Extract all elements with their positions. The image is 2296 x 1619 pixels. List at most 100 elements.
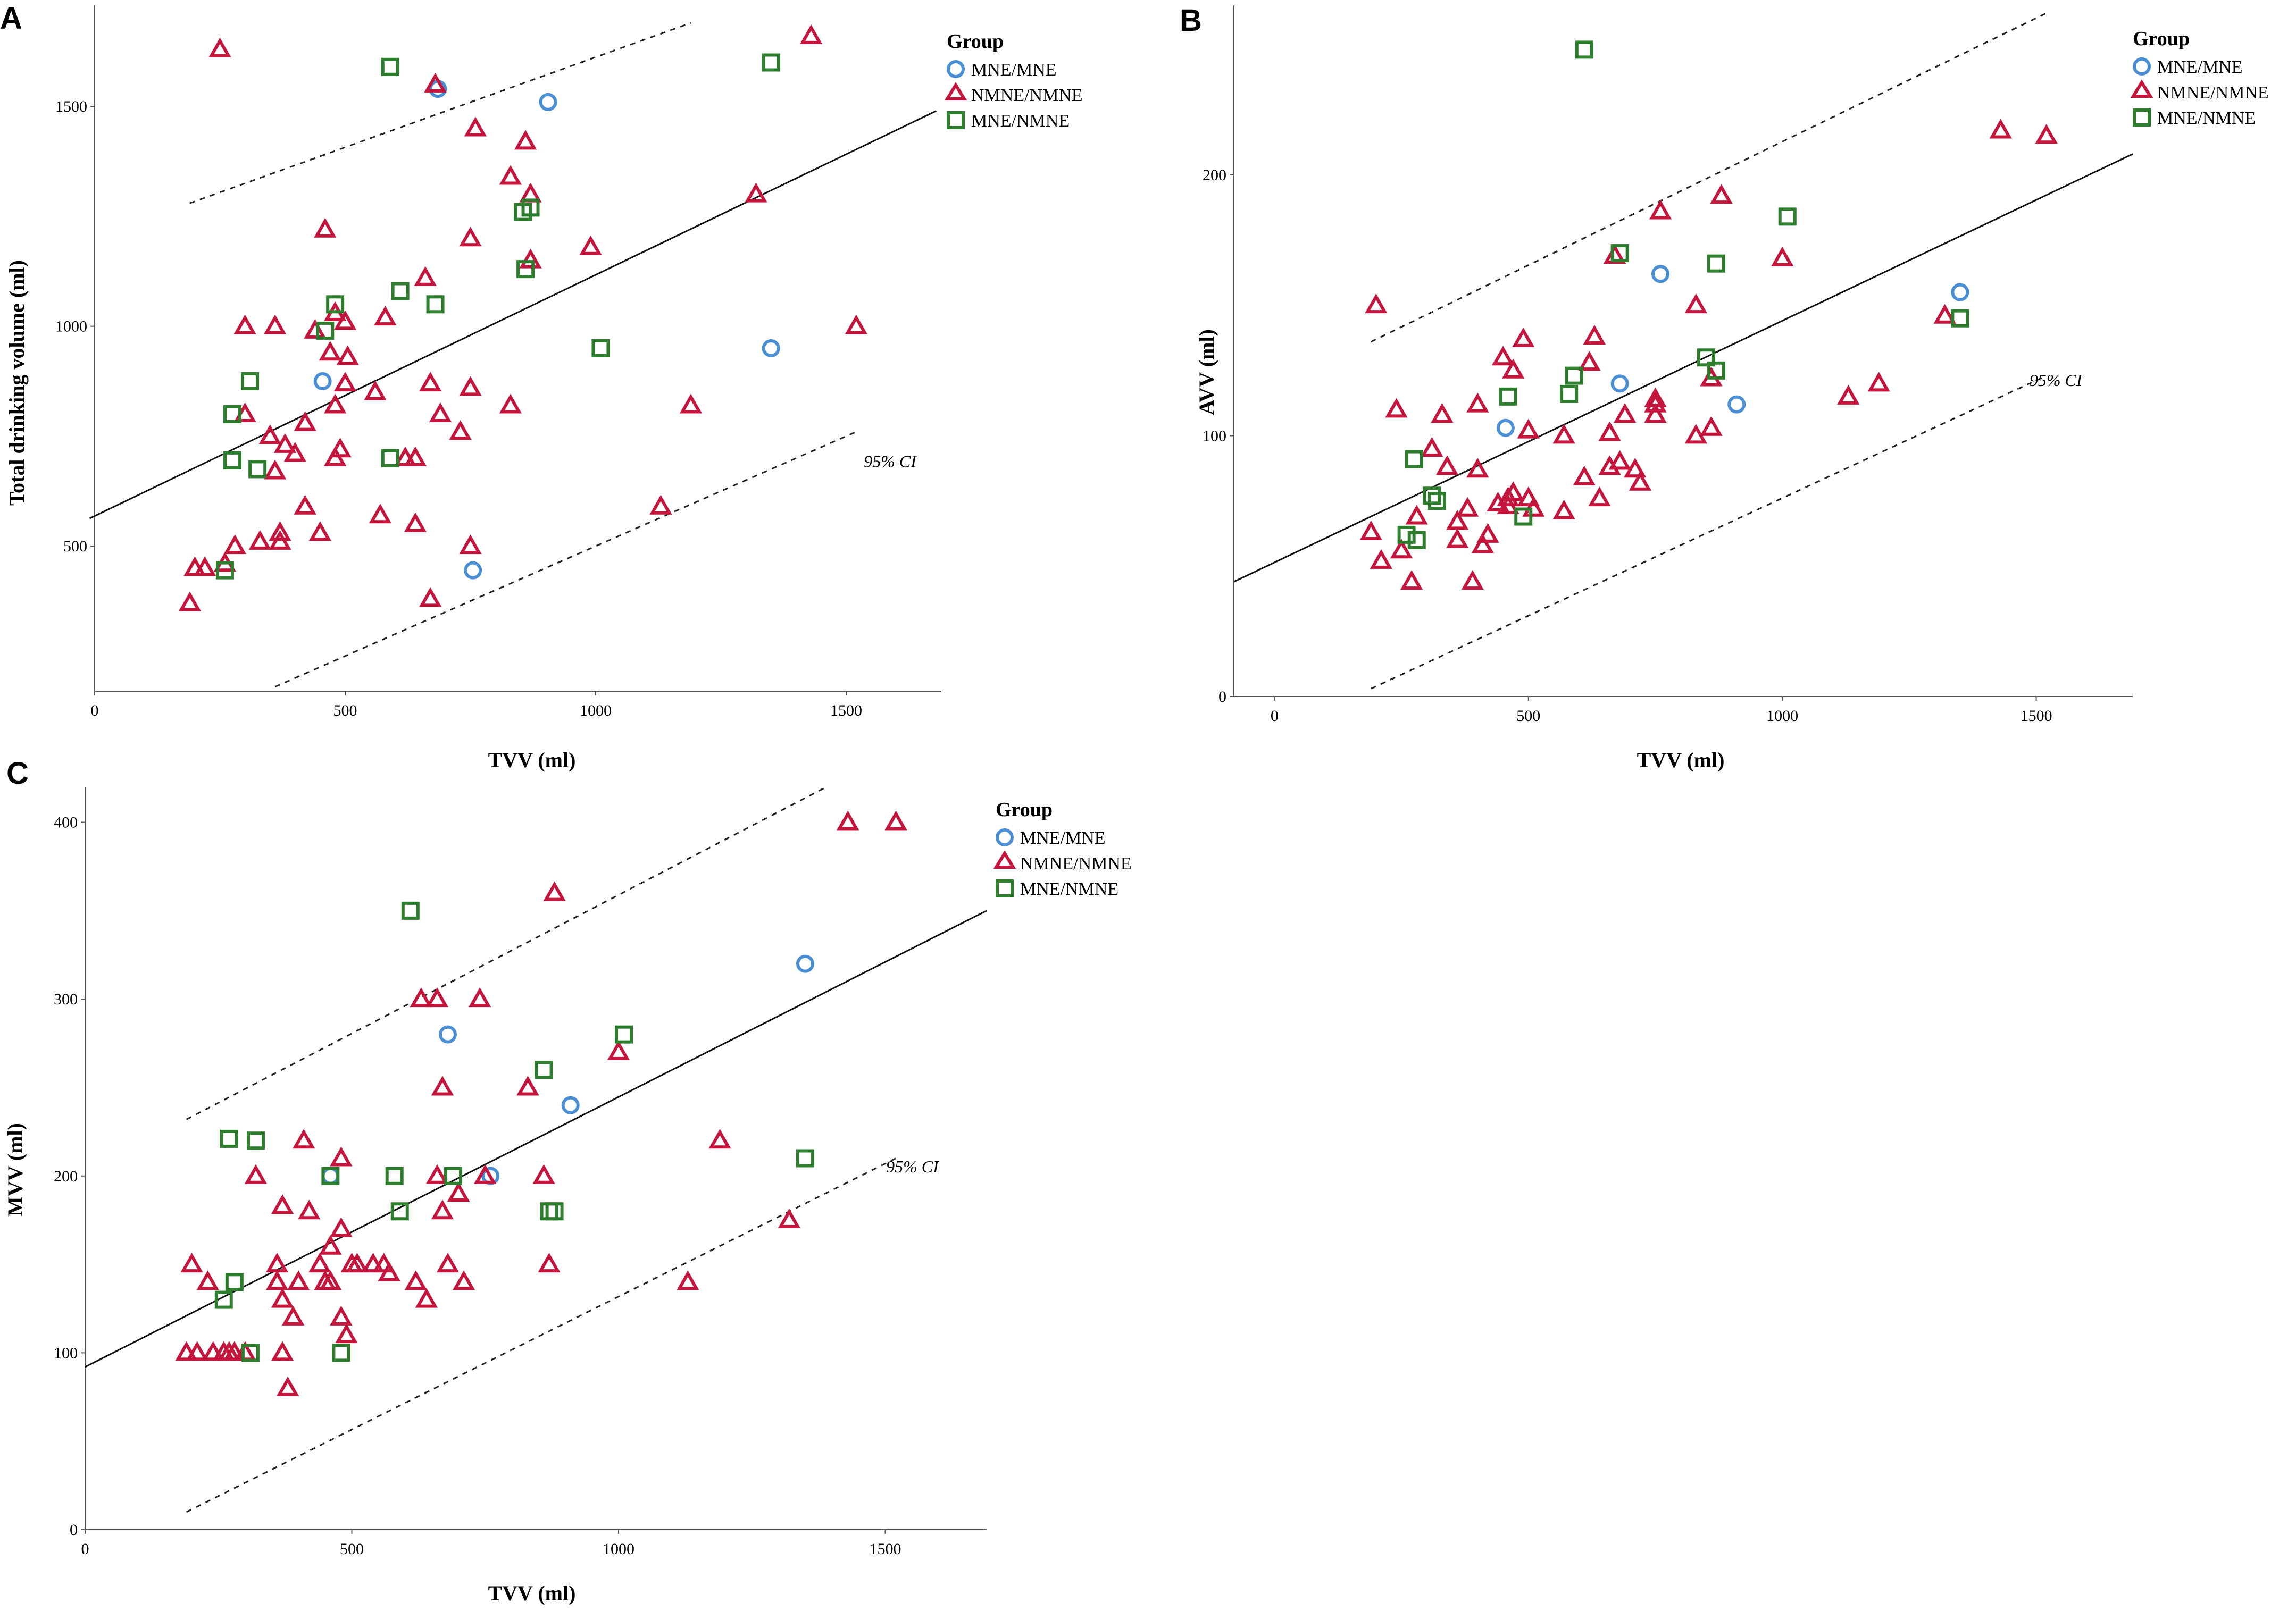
data-point-nmne-nmne: [532, 1164, 555, 1184]
panel-b-x-axis-title: TVV (ml): [1637, 748, 1725, 772]
y-tick-label: 200: [1203, 166, 1226, 184]
data-point-nmne-nmne: [1400, 570, 1423, 590]
data-point-nmne-nmne: [263, 459, 287, 480]
panel-b-plot-area: 0 500 1000 1500 0 100 200 95% CI: [1203, 5, 2133, 725]
data-point-nmne-nmne: [519, 248, 542, 269]
data-point-nmne-nmne: [362, 1253, 385, 1273]
data-point-nmne-nmne: [1578, 351, 1601, 371]
y-tick-label: 300: [54, 991, 78, 1008]
legend-square-icon: [996, 879, 1014, 897]
data-point-nmne-nmne: [308, 521, 332, 541]
data-point-mne-nmne: [762, 53, 780, 72]
data-point-nmne-nmne: [404, 1270, 428, 1290]
data-point-nmne-nmne: [499, 393, 522, 414]
data-point-nmne-nmne: [419, 587, 442, 607]
data-point-mne-nmne: [1405, 450, 1423, 468]
data-point-nmne-nmne: [180, 1253, 203, 1273]
data-point-nmne-nmne: [1644, 387, 1667, 407]
data-point-nmne-nmne: [1644, 392, 1667, 413]
x-tick-label: 1000: [580, 702, 612, 719]
data-point-mne-nmne: [1575, 40, 1593, 59]
y-tick-label: 0: [1218, 688, 1226, 706]
data-point-nmne-nmne: [1608, 450, 1631, 470]
data-point-nmne-nmne: [1684, 293, 1708, 314]
data-point-nmne-nmne: [1710, 184, 1733, 204]
data-point-nmne-nmne: [276, 1376, 299, 1396]
data-point-nmne-nmne: [319, 1235, 342, 1255]
data-point-nmne-nmne: [474, 1164, 497, 1184]
data-point-nmne-nmne: [271, 1288, 294, 1308]
x-tick-label: 1500: [2021, 707, 2052, 725]
data-point-nmne-nmne: [649, 494, 672, 515]
data-point-nmne-nmne: [745, 182, 767, 203]
data-point-nmne-nmne: [414, 266, 437, 286]
data-point-nmne-nmne: [330, 1217, 353, 1237]
legend-circle-icon: [947, 60, 965, 78]
data-point-nmne-nmne: [415, 1288, 438, 1308]
panel-b-legend-label: NMNE/NMNE: [2157, 83, 2269, 103]
data-point-mne-nmne: [545, 1202, 564, 1221]
data-point-nmne-nmne: [1435, 455, 1459, 475]
data-point-nmne-nmne: [208, 37, 231, 57]
data-point-nmne-nmne: [543, 881, 566, 901]
data-point-mne-nmne: [1514, 507, 1533, 526]
panel-a-y-axis-title: Total drinking volume (ml): [5, 260, 29, 506]
y-tick-label: 0: [70, 1521, 78, 1539]
data-point-nmne-nmne: [425, 1164, 449, 1184]
data-point-mne-nmne: [381, 449, 399, 467]
data-point-nmne-nmne: [459, 227, 482, 247]
data-point-nmne-nmne: [233, 314, 256, 334]
panel-c-legend-item-mne-mne: MNE/MNE: [996, 828, 1106, 848]
data-point-nmne-nmne: [202, 1341, 224, 1361]
data-point-nmne-nmne: [314, 217, 337, 238]
panel-b-y-axis-title: AVV (ml): [1195, 329, 1218, 415]
data-point-mne-nmne: [332, 1344, 350, 1362]
legend-triangle-icon: [993, 850, 1016, 869]
data-point-nmne-nmne: [1583, 324, 1606, 345]
panel-a-x-axis-title: TVV (ml): [488, 748, 576, 772]
data-point-nmne-nmne: [369, 504, 392, 524]
data-point-nmne-nmne: [1512, 327, 1535, 347]
data-point-nmne-nmne: [183, 556, 206, 576]
data-point-mne-nmne: [1560, 384, 1579, 403]
data-point-mne-mne: [464, 561, 482, 580]
x-tick-label: 1500: [830, 702, 862, 719]
data-point-mne-mne: [1651, 265, 1670, 283]
data-point-nmne-nmne: [223, 534, 246, 555]
data-point-nmne-nmne: [459, 376, 482, 396]
data-point-nmne-nmne: [1517, 486, 1540, 507]
data-point-mne-nmne: [246, 1131, 265, 1150]
panel-c-legend-label: MNE/NMNE: [1020, 879, 1118, 899]
data-point-nmne-nmne: [1456, 497, 1479, 517]
panel-b-legend-title: Group: [2133, 28, 2190, 50]
y-tick-label: 200: [54, 1168, 78, 1185]
panel-b-legend-item-nmne-nmne: NMNE/NMNE: [2130, 79, 2269, 103]
data-point-nmne-nmne: [1370, 549, 1393, 569]
data-point-nmne-nmne: [265, 1253, 289, 1273]
legend-square-icon: [2133, 108, 2151, 127]
data-point-nmne-nmne: [178, 591, 202, 611]
data-point-nmne-nmne: [196, 1270, 219, 1290]
data-point-nmne-nmne: [1684, 424, 1708, 444]
data-point-nmne-nmne: [1487, 491, 1509, 511]
data-point-nmne-nmne: [287, 1270, 310, 1290]
data-point-mne-nmne: [591, 339, 610, 357]
data-point-nmne-nmne: [1390, 539, 1413, 559]
data-point-nmne-nmne: [294, 494, 316, 515]
data-point-mne-nmne: [1707, 361, 1726, 380]
ci-lower-line: [1371, 375, 2047, 690]
data-point-mne-mne: [762, 339, 780, 357]
panel-c-y-axis-title: MVV (ml): [3, 1123, 27, 1217]
data-point-nmne-nmne: [1501, 358, 1525, 379]
data-point-mne-nmne: [316, 321, 335, 340]
data-point-nmne-nmne: [459, 534, 482, 555]
data-point-nmne-nmne: [1476, 523, 1499, 543]
data-point-nmne-nmne: [1365, 293, 1388, 314]
data-point-mne-mne: [1951, 283, 1969, 301]
data-point-mne-nmne: [444, 1167, 463, 1185]
ci-lower-line: [186, 1157, 897, 1513]
data-point-mne-nmne: [223, 451, 242, 469]
data-point-mne-nmne: [1951, 309, 1969, 328]
data-point-nmne-nmne: [294, 411, 316, 431]
data-point-nmne-nmne: [1598, 455, 1621, 475]
